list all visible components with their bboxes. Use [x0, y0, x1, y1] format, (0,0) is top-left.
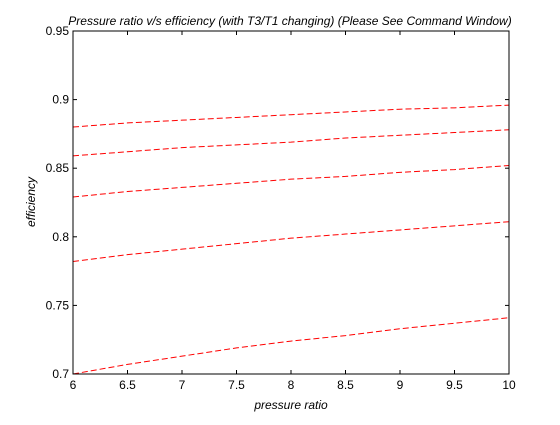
x-tick-label: 9 [397, 378, 404, 392]
x-tick-label: 7.5 [228, 378, 245, 392]
series-line-5 [72, 317, 510, 375]
y-tick-label: 0.95 [46, 24, 70, 38]
series-line-2 [72, 129, 510, 157]
x-tick-label: 7 [179, 378, 186, 392]
series-line-4 [72, 221, 510, 262]
x-tick-label: 6 [70, 378, 77, 392]
x-axis-label: pressure ratio [253, 398, 328, 412]
plot-area [73, 31, 509, 374]
y-tick-label: 0.85 [46, 161, 70, 175]
series-group [72, 104, 510, 375]
x-tick-label: 9.5 [446, 378, 463, 392]
y-tick-label: 0.8 [52, 230, 69, 244]
x-tick-label: 6.5 [119, 378, 136, 392]
y-tick-label: 0.7 [52, 367, 69, 381]
x-tick-label: 8.5 [337, 378, 354, 392]
x-tick-label: 8 [288, 378, 295, 392]
y-axis: 0.7 0.75 0.8 0.85 0.9 0.95 [46, 24, 509, 381]
y-tick-label: 0.9 [52, 93, 69, 107]
series-line-1 [72, 104, 510, 128]
x-axis: 6 6.5 7 7.5 8 8.5 9 9.5 10 [70, 31, 516, 392]
series-line-3 [72, 164, 510, 198]
y-axis-label: efficiency [24, 176, 38, 227]
plot-frame [72, 30, 510, 375]
chart-title: Pressure ratio v/s efficiency (with T3/T… [68, 14, 511, 28]
y-tick-label: 0.75 [46, 298, 70, 312]
x-tick-label: 10 [502, 378, 516, 392]
